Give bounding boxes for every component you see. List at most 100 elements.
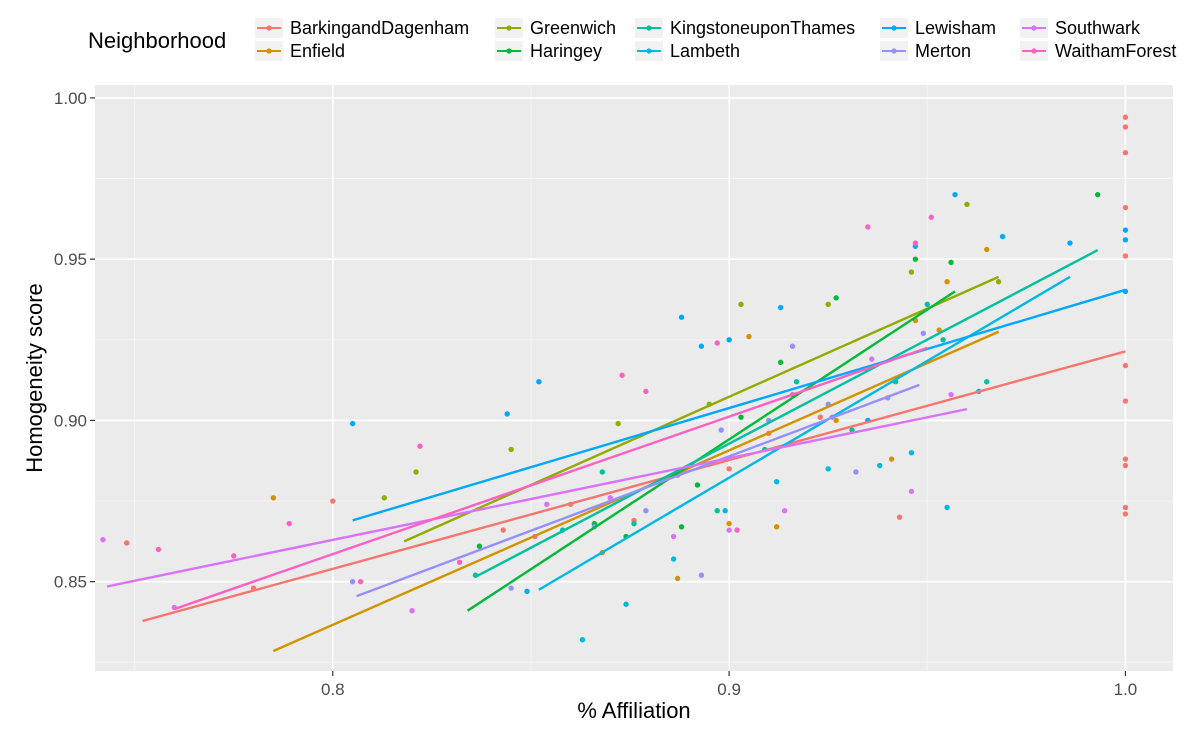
legend-label: Enfield [290,41,345,61]
point-merton [853,469,859,475]
legend-key-point [646,25,652,31]
series-lewisham [349,191,1129,595]
point-barkinganddagenham [1122,362,1129,369]
legend-label: BarkingandDagenham [290,18,469,38]
legend-key-point [891,25,897,31]
legend-item-barkinganddagenham: BarkingandDagenham [255,18,469,38]
trendline-greenwich [403,275,1000,543]
legend-label: WaithamForest [1055,41,1176,61]
point-waithamforest [865,224,871,230]
point-barkinganddagenham [1122,114,1129,120]
point-haringey [476,543,483,549]
point-greenwich [908,269,915,275]
point-southwark [100,537,106,543]
point-merton [643,508,649,514]
point-lambeth [722,508,728,514]
point-merton [789,343,796,349]
series-greenwich [381,201,1002,501]
trendline-waithamforest [173,346,928,611]
point-lambeth [579,637,586,643]
point-lewisham [999,233,1006,240]
legend-key-point [646,48,652,54]
x-tick-label: 0.9 [717,680,741,699]
plot-panel [95,85,1173,671]
point-kingstoneuponthames [714,508,720,514]
x-tick-label: 0.8 [321,680,345,699]
point-waithamforest [357,578,364,585]
point-barkinganddagenham [1122,204,1129,211]
point-kingstoneuponthames [631,520,637,527]
point-haringey [833,295,839,301]
series-southwark [100,356,954,614]
point-barkinganddagenham [817,414,823,420]
point-lewisham [952,191,958,198]
point-barkinganddagenham [1122,511,1129,517]
legend-key-point [266,48,272,54]
y-tick-label: 0.95 [54,250,87,269]
legend-title: Neighborhood [88,28,226,53]
point-barkinganddagenham [896,514,903,520]
point-haringey [948,259,954,266]
legend-label: Southwark [1055,18,1141,38]
point-kingstoneuponthames [924,301,930,308]
point-greenwich [825,301,831,308]
legend-key-point [1031,25,1037,31]
point-southwark [948,391,954,398]
point-merton [349,578,356,585]
trendline-haringey [466,290,956,612]
point-lewisham [504,411,510,417]
legend-item-greenwich: Greenwich [495,18,616,38]
point-merton [718,427,724,433]
legend-item-waithamforest: WaithamForest [1020,41,1176,61]
point-barkinganddagenham [1122,124,1129,130]
x-axis-tick-labels: 0.8 0.9 1.0 [321,680,1137,699]
point-merton [698,572,705,578]
point-greenwich [615,420,621,427]
major-gridlines [95,85,1173,671]
trendline-lambeth [538,275,1071,591]
point-waithamforest [912,240,919,246]
point-haringey [694,482,701,488]
trendline-kingstoneuponthames [474,249,1099,578]
x-tick-label: 1.0 [1114,680,1138,699]
point-southwark [670,533,677,540]
point-waithamforest [714,340,720,346]
series-lambeth [579,388,982,643]
point-lewisham [678,314,685,320]
legend-item-enfield: Enfield [255,41,345,61]
point-southwark [869,356,875,362]
point-greenwich [995,279,1002,285]
point-lewisham [536,379,542,385]
legend-item-kingstoneuponthames: KingstoneuponThames [635,18,855,38]
point-lambeth [670,556,677,562]
point-lewisham [1122,237,1129,243]
y-axis-ticks [90,97,95,583]
point-lambeth [944,504,950,511]
legend-key-point [1031,48,1037,54]
point-waithamforest [155,546,162,553]
point-lewisham [1122,227,1129,233]
y-tick-label: 0.85 [54,573,87,592]
point-enfield [984,246,990,253]
point-barkinganddagenham [124,540,130,546]
point-barkinganddagenham [1122,150,1129,156]
legend-key-point [506,25,512,31]
point-enfield [773,524,780,530]
legend-key-point [506,48,512,54]
point-barkinganddagenham [726,466,732,472]
point-lambeth [825,466,831,472]
point-waithamforest [456,559,463,566]
point-greenwich [508,446,514,453]
point-southwark [607,495,613,501]
point-lambeth [623,601,629,607]
point-southwark [409,607,415,614]
point-waithamforest [231,553,237,559]
point-haringey [777,359,784,366]
point-enfield [944,279,950,285]
point-kingstoneuponthames [940,337,946,343]
series-layer [100,114,1129,653]
point-waithamforest [734,527,740,533]
legend-label: Haringey [530,41,602,61]
point-barkinganddagenham [1122,253,1129,259]
